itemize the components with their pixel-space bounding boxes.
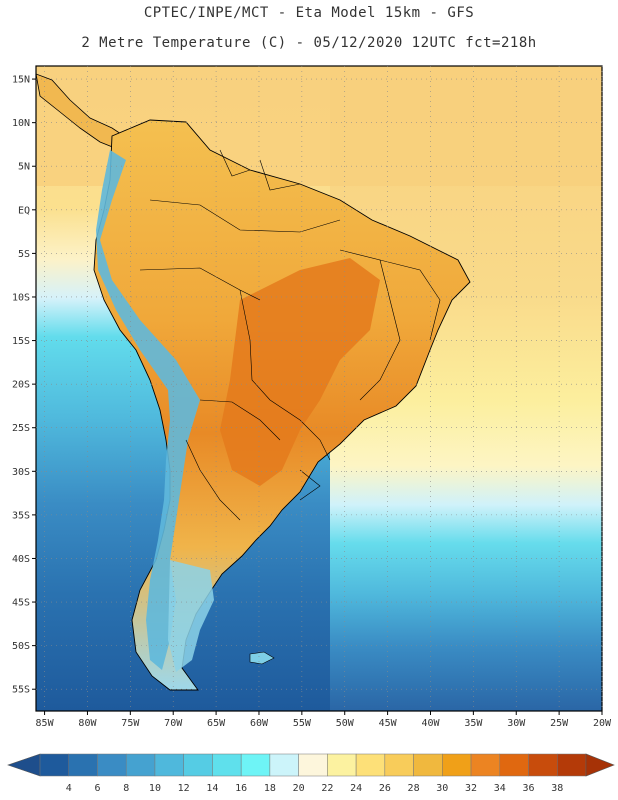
lon-label: 70W <box>164 718 183 729</box>
lat-label: 5S <box>18 249 30 260</box>
lon-label: 30W <box>507 718 526 729</box>
colorbar-swatch <box>528 753 558 777</box>
colorbar-arrow-left <box>7 753 41 777</box>
colorbar-label: 8 <box>123 783 129 794</box>
lon-label: 85W <box>36 718 55 729</box>
hot-core-region <box>220 258 380 486</box>
lon-label: 80W <box>78 718 97 729</box>
colorbar-label: 32 <box>465 783 477 794</box>
lon-label: 45W <box>379 718 398 729</box>
lat-label: EQ <box>18 205 30 216</box>
lat-label: 10N <box>12 118 30 129</box>
country-borders <box>139 149 441 521</box>
patagonia-cool-region <box>168 560 214 672</box>
lon-label: 50W <box>336 718 355 729</box>
colorbar-label: 20 <box>293 783 305 794</box>
lon-label: 75W <box>121 718 140 729</box>
colorbar-label: 22 <box>321 783 333 794</box>
colorbar-label: 38 <box>551 783 563 794</box>
colorbar-label: 18 <box>264 783 276 794</box>
lat-label: 15S <box>12 336 30 347</box>
colorbar-swatch <box>327 753 357 777</box>
colorbar-swatch <box>557 753 587 777</box>
graticule <box>32 66 603 715</box>
colorbar-swatch <box>298 753 328 777</box>
colorbar-label: 30 <box>436 783 448 794</box>
colorbar-label: 16 <box>235 783 247 794</box>
lat-label: 20S <box>12 380 30 391</box>
lat-label: 10S <box>12 292 30 303</box>
lon-label: 25W <box>550 718 569 729</box>
lon-label: 20W <box>593 718 612 729</box>
colorbar-label: 34 <box>494 783 506 794</box>
colorbar-label: 6 <box>94 783 100 794</box>
lat-label: 30S <box>12 467 30 478</box>
lon-label: 60W <box>250 718 269 729</box>
lat-label: 15N <box>12 75 30 86</box>
andes-cool-region <box>96 150 200 670</box>
lon-label: 65W <box>207 718 226 729</box>
lat-label: 40S <box>12 554 30 565</box>
colorbar-swatch <box>154 753 184 777</box>
colorbar-label: 28 <box>408 783 420 794</box>
colorbar-label: 12 <box>178 783 190 794</box>
map-title-line-1: CPTEC/INPE/MCT - Eta Model 15km - GFS <box>143 5 475 21</box>
colorbar-swatch <box>470 753 501 777</box>
colorbar-label: 26 <box>379 783 391 794</box>
colorbar-swatch <box>68 753 98 777</box>
colorbar-swatch <box>212 753 242 777</box>
plot-frame <box>35 65 603 712</box>
map-title-line-2: 2 Metre Temperature (C) - 05/12/2020 12U… <box>81 35 537 51</box>
colorbar-swatch <box>125 753 156 777</box>
lat-label: 35S <box>12 510 30 521</box>
colorbar-swatch <box>97 753 127 777</box>
colorbar-label: 4 <box>66 783 72 794</box>
lon-label: 35W <box>464 718 483 729</box>
lat-label: 25S <box>12 423 30 434</box>
colorbar-swatch <box>183 753 213 777</box>
lat-label: 50S <box>12 641 30 652</box>
colorbar-label: 24 <box>350 783 362 794</box>
axis-labels: 15N 10N 5N EQ 5S 10S 15S 20S 25S 30S 35S 40S 45S 50S 5… <box>12 75 612 729</box>
colorbar-swatch <box>269 753 299 777</box>
lon-label: 55W <box>293 718 312 729</box>
colorbar-swatch <box>442 753 472 777</box>
lat-label: 45S <box>12 598 30 609</box>
colorbar-swatch <box>355 753 386 777</box>
lat-label: 5N <box>18 162 30 173</box>
map-plot-area <box>36 66 602 711</box>
colorbar-arrow-right <box>585 753 615 777</box>
colorbar-swatch <box>499 753 529 777</box>
lat-label: 55S <box>12 685 30 696</box>
colorbar-swatch <box>413 753 443 777</box>
colorbar-label: 10 <box>149 783 161 794</box>
colorbar: 4 6 8 10 12 14 16 18 20 22 24 26 28 30 32 34 36 38 <box>7 753 615 794</box>
lon-label: 40W <box>421 718 440 729</box>
colorbar-swatch <box>384 753 414 777</box>
colorbar-label: 14 <box>206 783 218 794</box>
falkland-islands <box>249 651 275 665</box>
colorbar-swatch <box>240 753 271 777</box>
colorbar-label: 36 <box>523 783 535 794</box>
colorbar-swatch <box>39 753 69 777</box>
